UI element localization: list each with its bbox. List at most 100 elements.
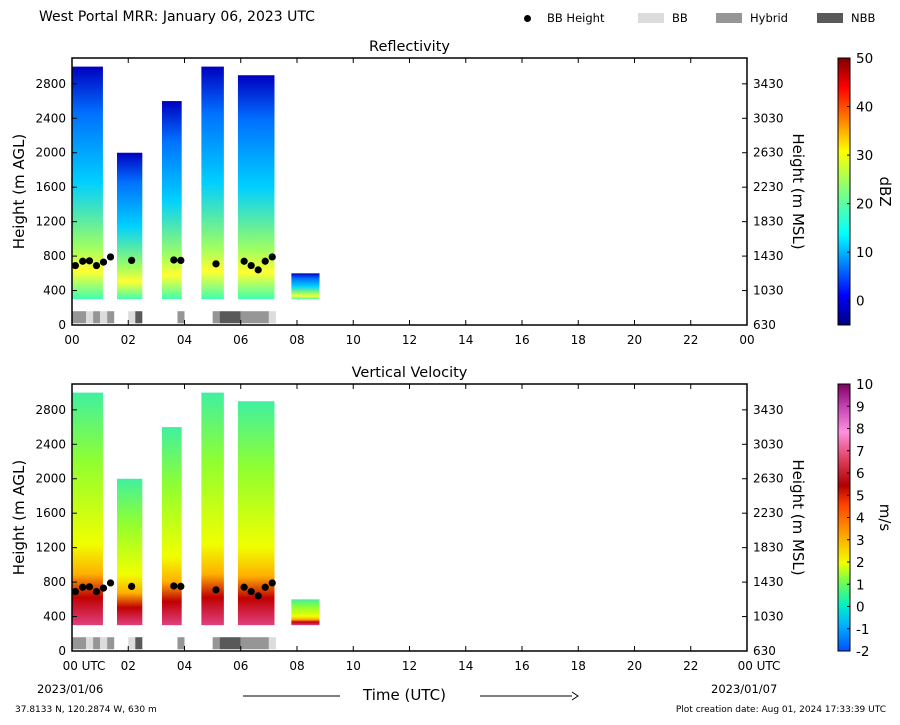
panel2-x-tick-label: 00 UTC xyxy=(63,659,106,673)
panel2-colorbar-label: m/s xyxy=(876,504,894,532)
panel1-y-right-tick-label: 3030 xyxy=(753,111,784,125)
panel2-y-right-tick-label: 3030 xyxy=(753,437,784,451)
panel2-bb-type-segment xyxy=(100,637,108,650)
panel2-x-tick-label: 06 xyxy=(233,659,248,673)
panel1-bb-height-point xyxy=(261,257,269,265)
panel2-bb-type-segment xyxy=(93,637,101,650)
panel2-y-tick-label: 2800 xyxy=(35,403,66,417)
panel1-bb-type-segment xyxy=(177,311,185,324)
panel2-y-tick-label: 1600 xyxy=(35,506,66,520)
legend-hybrid-label: Hybrid xyxy=(750,11,788,25)
panel2-bb-height-point xyxy=(212,586,220,594)
panel1-y-right-tick-label: 1430 xyxy=(753,249,784,263)
plot-creation-date: Plot creation date: Aug 01, 2024 17:33:3… xyxy=(675,705,886,715)
panel2-colorbar-tick-label: 9 xyxy=(856,399,865,415)
panel1-x-tick-label: 08 xyxy=(289,333,304,347)
panel1-colorbar-tick-label: 50 xyxy=(856,51,873,67)
panel2-bb-height-point xyxy=(177,582,185,591)
panel2-y-right-tick-label: 1030 xyxy=(753,610,784,624)
panel2-x-tick-label: 22 xyxy=(683,659,698,673)
panel2-bb-type-segment xyxy=(107,637,115,650)
panel2-title: Vertical Velocity xyxy=(352,365,468,381)
panel1-bb-type-segment xyxy=(212,311,220,324)
panel2-colorbar-tick-label: -2 xyxy=(856,644,869,660)
panel1-y-tick-label: 1600 xyxy=(35,180,66,194)
panel2-colorbar-tick-label: 1 xyxy=(856,577,865,593)
panel1-bb-type-segment xyxy=(93,311,101,324)
panel1-y-tick-label: 2800 xyxy=(35,77,66,91)
panel1-colorbar-tick-label: 0 xyxy=(856,294,865,310)
panel2-y-right-tick-label: 1830 xyxy=(753,541,784,555)
panel1-colorbar-tick-label: 30 xyxy=(856,148,873,164)
panel2-precip-column xyxy=(162,427,182,626)
panel1-y-right-tick-label: 2630 xyxy=(753,146,784,160)
panel2-colorbar-tick-label: 3 xyxy=(856,533,865,549)
panel2-x-tick-label: 00 UTC xyxy=(738,659,781,673)
panel2-colorbar-tick-label: 0 xyxy=(856,600,865,616)
panel2-x-tick-label: 04 xyxy=(177,659,192,673)
panel2-bb-type-segment xyxy=(212,637,220,650)
panel1-colorbar-tick-label: 10 xyxy=(856,245,873,261)
panel2-bb-height-point xyxy=(106,579,115,587)
panel2-bb-type-segment xyxy=(240,637,269,650)
panel2-bb-type-segment xyxy=(219,637,241,650)
panel2-x-tick-label: 08 xyxy=(289,659,304,673)
panel2-bb-height-point xyxy=(85,583,94,591)
panel1-y-axis-label: Height (m AGL) xyxy=(10,134,28,249)
panel1-precip-column xyxy=(291,273,320,300)
panel2-x-tick-label: 12 xyxy=(402,659,417,673)
panel2-y-axis-label: Height (m AGL) xyxy=(10,460,28,575)
bb-height-marker-icon xyxy=(524,14,531,22)
panel1-bb-type-segment xyxy=(219,311,241,324)
panel1-y-right-tick-label: 1030 xyxy=(753,284,784,298)
panel2-y-right-tick-label: 3430 xyxy=(753,403,784,417)
panel2-bb-height-point xyxy=(268,579,276,587)
panel2-colorbar-tick-label: 10 xyxy=(856,377,873,393)
panel1-colorbar-label: dBZ xyxy=(876,176,894,206)
panel1-bb-height-point xyxy=(268,253,276,261)
panel2-bb-height-point xyxy=(92,587,101,596)
panel2-y-tick-label: 800 xyxy=(43,575,66,589)
panel1-y-right-axis-label: Height (m MSL) xyxy=(789,133,807,249)
panel1-bb-height-point xyxy=(92,261,101,270)
panel2-y-right-tick-label: 2230 xyxy=(753,506,784,520)
panel1-bb-type-segment xyxy=(128,311,136,324)
main-title: West Portal MRR: January 06, 2023 UTC xyxy=(39,9,315,25)
panel1-bb-height-point xyxy=(240,257,248,265)
bb-swatch-icon xyxy=(638,13,664,23)
panel2-x-tick-label: 02 xyxy=(121,659,136,673)
panel2-bb-type-segment xyxy=(72,637,87,650)
legend-bb-height: BB Height xyxy=(524,11,604,25)
panel1-x-tick-label: 18 xyxy=(571,333,586,347)
panel1-bb-type-segment xyxy=(135,311,143,324)
panel1-x-tick-label: 20 xyxy=(627,333,642,347)
time-axis-label: Time (UTC) xyxy=(363,686,446,704)
panel1-bb-height-point xyxy=(79,257,87,265)
panel1-x-tick-label: 00 xyxy=(64,333,79,347)
panel1-bb-height-point xyxy=(71,261,79,270)
panel2-bb-type-segment xyxy=(86,637,94,650)
legend-hybrid: Hybrid xyxy=(716,11,788,25)
panel1-bb-height-point xyxy=(99,258,108,266)
panel1-bb-height-point xyxy=(247,261,255,270)
panel1-colorbar-tick-label: 20 xyxy=(856,197,873,213)
panel1-title: Reflectivity xyxy=(369,39,450,55)
panel2-y-tick-label: 2400 xyxy=(35,437,66,451)
legend-nbb: NBB xyxy=(817,11,875,25)
panel2-x-tick-label: 14 xyxy=(458,659,473,673)
panel2-x-tick-label: 20 xyxy=(627,659,642,673)
panel1-precip-column xyxy=(237,75,275,300)
panel1-precip-column xyxy=(162,101,182,300)
site-coordinates: 37.8133 N, 120.2874 W, 630 m xyxy=(15,705,157,715)
panel2-bb-type-segment xyxy=(268,637,276,650)
panel2-colorbar-tick-label: -1 xyxy=(856,622,869,638)
panel2-x-tick-label: 18 xyxy=(571,659,586,673)
panel1-bb-type-segment xyxy=(240,311,269,324)
panel2-y-right-tick-label: 2630 xyxy=(753,472,784,486)
panel2-colorbar-tick-label: 4 xyxy=(856,511,865,527)
start-date: 2023/01/06 xyxy=(37,682,104,696)
panel1-x-tick-label: 22 xyxy=(683,333,698,347)
panel2-y-tick-label: 2000 xyxy=(35,472,66,486)
legend-bb: BB xyxy=(638,11,688,25)
nbb-swatch-icon xyxy=(817,13,843,23)
